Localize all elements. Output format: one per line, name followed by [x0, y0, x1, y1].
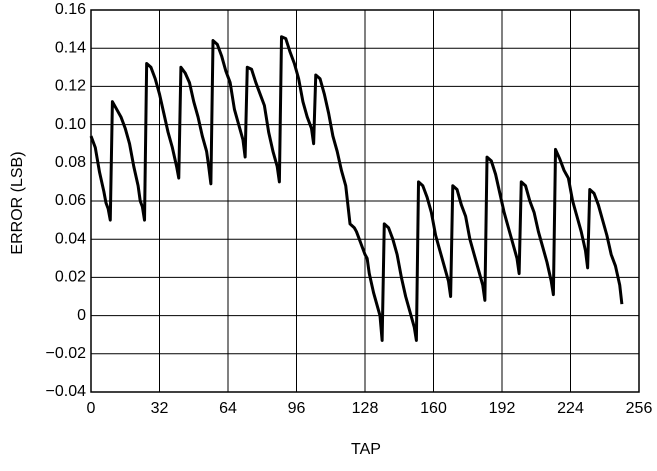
- x-tick-label: 64: [219, 400, 237, 417]
- x-axis-label: TAP: [351, 441, 381, 458]
- y-tick-label: 0.06: [55, 192, 86, 209]
- plot-frame: [90, 9, 640, 393]
- y-tick-label: 0.14: [55, 39, 86, 56]
- y-axis-label: ERROR (LSB): [9, 151, 26, 254]
- y-tick-label: 0: [77, 307, 86, 324]
- y-tick-label: 0.08: [55, 154, 86, 171]
- x-tick-label: 0: [87, 400, 96, 417]
- x-tick-label: 32: [151, 400, 169, 417]
- x-tick-label: 160: [420, 400, 447, 417]
- x-tick-label: 192: [489, 400, 516, 417]
- x-tick-label: 128: [352, 400, 379, 417]
- x-tick-label: 96: [288, 400, 306, 417]
- y-tick-label: 0.02: [55, 269, 86, 286]
- y-tick-label: 0.16: [55, 1, 86, 18]
- y-tick-label: −0.02: [46, 345, 87, 362]
- y-tick-label: −0.04: [46, 383, 87, 400]
- y-tick-label: 0.04: [55, 230, 86, 247]
- x-tick-label: 256: [626, 400, 653, 417]
- data-line: [89, 35, 624, 342]
- x-tick-label: 224: [557, 400, 584, 417]
- y-tick-label: 0.10: [55, 116, 86, 133]
- y-tick-label: 0.12: [55, 78, 86, 95]
